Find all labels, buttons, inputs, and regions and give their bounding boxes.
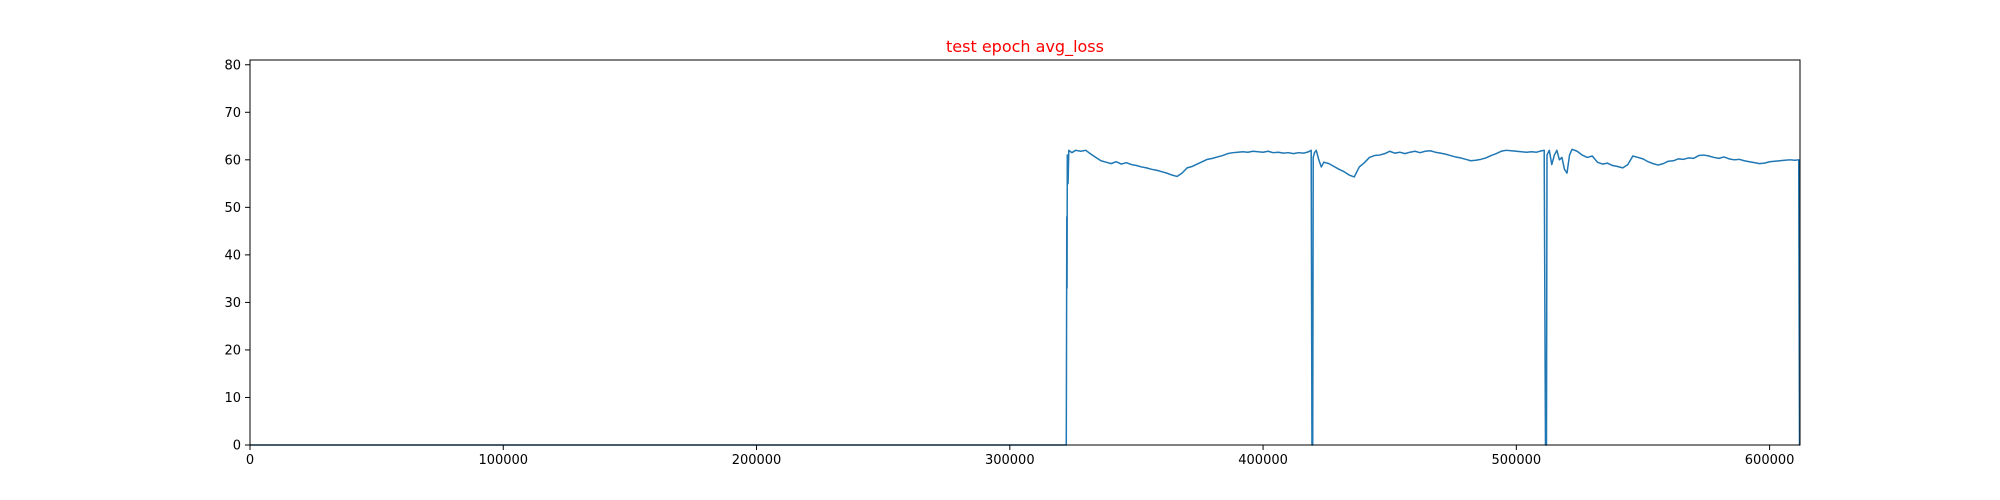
y-tick-label: 80 bbox=[224, 58, 241, 73]
x-tick-label: 200000 bbox=[732, 453, 782, 468]
x-tick-label: 0 bbox=[246, 453, 254, 468]
chart-title: test epoch avg_loss bbox=[946, 37, 1104, 57]
y-tick-label: 10 bbox=[224, 391, 241, 406]
series-line-0 bbox=[250, 148, 1801, 446]
y-tick-label: 20 bbox=[224, 343, 241, 358]
y-tick-label: 40 bbox=[224, 248, 241, 263]
plot-area bbox=[250, 148, 1801, 446]
x-tick-label: 300000 bbox=[985, 453, 1035, 468]
y-tick-label: 70 bbox=[224, 106, 241, 121]
x-tick-label: 500000 bbox=[1492, 453, 1542, 468]
plot-frame bbox=[249, 59, 1801, 446]
x-axis: 0 100000 200000 300000 400000 500000 600000 bbox=[246, 445, 1795, 468]
y-axis: 0 10 20 30 40 50 60 70 80 bbox=[224, 58, 250, 454]
x-tick-label: 600000 bbox=[1745, 453, 1795, 468]
x-tick-label: 100000 bbox=[478, 453, 528, 468]
y-tick-label: 60 bbox=[224, 153, 241, 168]
y-tick-label: 0 bbox=[233, 439, 241, 454]
x-tick-label: 400000 bbox=[1238, 453, 1288, 468]
y-tick-label: 30 bbox=[224, 296, 241, 311]
y-tick-label: 50 bbox=[224, 201, 241, 216]
